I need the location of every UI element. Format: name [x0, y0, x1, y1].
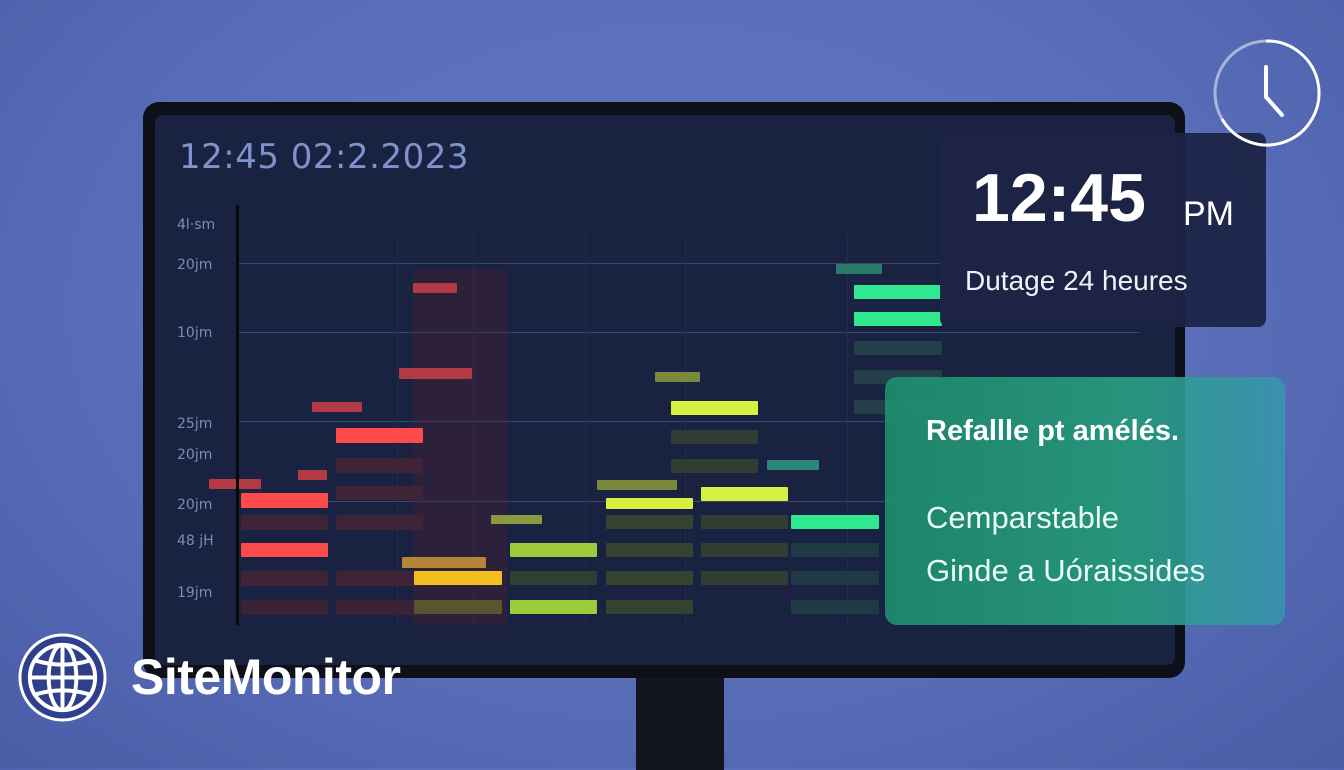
- gridline: [473, 235, 474, 625]
- chart-bar: [854, 312, 942, 326]
- y-tick: 25jm: [177, 416, 213, 432]
- chart-bar: [791, 571, 879, 585]
- chart-bar: [606, 498, 693, 509]
- y-tick: 4l·sm: [177, 217, 216, 233]
- chart-bar: [336, 515, 423, 530]
- y-tick: 19jm: [177, 585, 213, 601]
- chart-bar: [606, 543, 693, 557]
- y-tick: 20jm: [177, 447, 213, 463]
- chart-bar: [791, 600, 879, 614]
- gridline: [847, 235, 848, 625]
- chart-bar: [606, 571, 693, 585]
- info-card-title: Refallle pt amélés.: [926, 415, 1180, 447]
- chart-bar: [402, 557, 486, 568]
- chart-bar: [671, 430, 758, 444]
- y-tick: 10jm: [177, 325, 213, 341]
- chart-bar: [336, 600, 423, 615]
- chart-bar: [510, 543, 597, 557]
- globe-icon: [18, 633, 107, 722]
- chart-bar: [655, 372, 700, 382]
- chart-bar: [767, 460, 819, 470]
- chart-bar: [701, 543, 788, 557]
- y-tick: 48 jH: [177, 533, 214, 549]
- chart-bar: [241, 515, 328, 530]
- chart-bar: [241, 600, 328, 615]
- y-tick: 20jm: [177, 497, 213, 513]
- time-card: 12:45 PM Dutage 24 heures: [940, 133, 1266, 327]
- clock-icon: [1213, 39, 1321, 147]
- chart-bar: [241, 493, 328, 508]
- chart-bar: [701, 515, 788, 529]
- chart-bar: [336, 486, 423, 500]
- gridline: [239, 263, 1139, 264]
- chart-bar: [413, 283, 457, 293]
- chart-bar: [597, 480, 677, 490]
- chart-bar: [414, 600, 502, 614]
- chart-bar: [854, 285, 942, 299]
- gridline: [239, 332, 1139, 333]
- chart-bar: [399, 368, 472, 379]
- chart-area: [155, 115, 1175, 665]
- y-tick: 20jm: [177, 257, 213, 273]
- chart-bar: [336, 458, 423, 473]
- info-card: Refallle pt amélés. Cemparstable Ginde a…: [885, 377, 1285, 625]
- time-value: 12:45: [972, 160, 1146, 236]
- chart-bar: [854, 341, 942, 355]
- info-card-line: Ginde a Uóraissides: [926, 553, 1206, 588]
- screen-datetime: 12:45 02:2.2023: [179, 137, 469, 177]
- chart-bar: [701, 571, 788, 585]
- chart-bar: [336, 428, 423, 443]
- chart-bar: [510, 571, 597, 585]
- chart-bar: [701, 487, 788, 501]
- monitor-stand: [636, 670, 724, 770]
- brand-name: SiteMonitor: [131, 649, 401, 705]
- chart-bar: [209, 479, 261, 489]
- chart-bar: [414, 571, 502, 585]
- chart-bar: [606, 515, 693, 529]
- chart-bar: [510, 600, 597, 614]
- info-card-line: Cemparstable: [926, 500, 1119, 535]
- chart-bar: [336, 571, 423, 586]
- chart-bar: [241, 571, 328, 586]
- chart-bar: [312, 402, 362, 412]
- chart-bar: [606, 600, 693, 614]
- chart-bar: [241, 543, 328, 557]
- chart-bar: [791, 515, 879, 529]
- chart-bar: [298, 470, 327, 480]
- chart-bar: [791, 543, 879, 557]
- time-subtitle: Dutage 24 heures: [965, 265, 1188, 296]
- y-axis: [236, 205, 239, 625]
- chart-bar: [491, 515, 542, 524]
- chart-bar: [671, 459, 758, 473]
- gridline: [239, 421, 1139, 422]
- time-ampm: PM: [1183, 195, 1234, 233]
- gridline: [585, 235, 586, 625]
- chart-bar: [836, 264, 882, 274]
- chart-bar: [671, 401, 758, 415]
